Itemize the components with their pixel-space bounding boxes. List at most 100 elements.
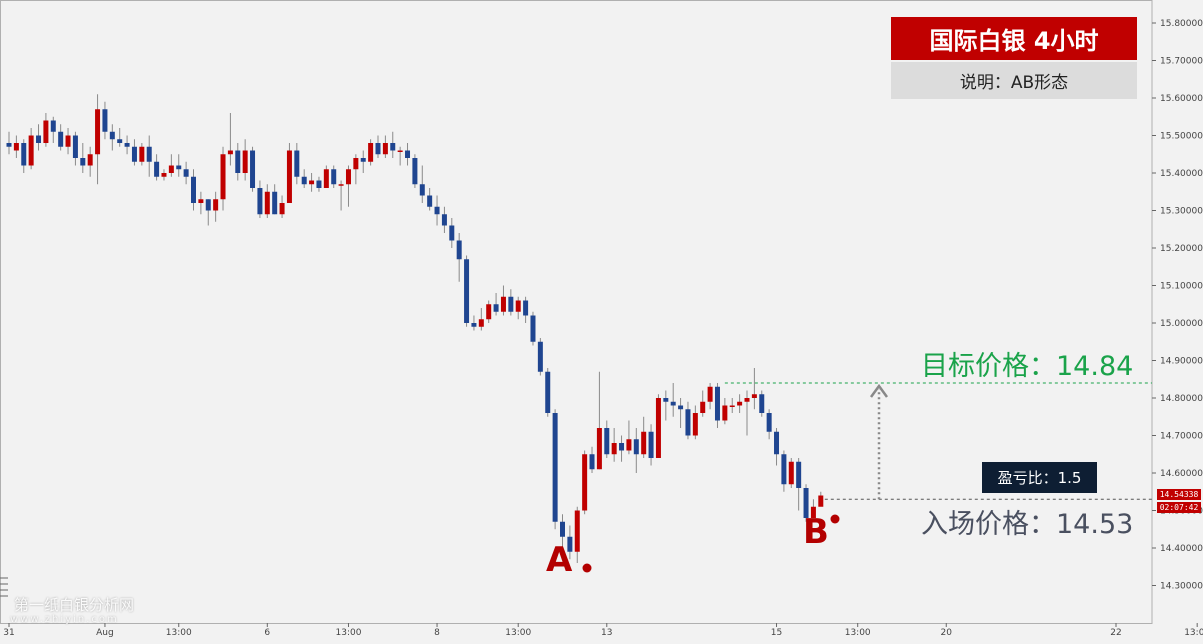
bull-candle [788,461,794,485]
bear-candle [235,150,241,173]
bull-candle [751,394,757,398]
bear-candle [523,300,529,316]
bear-candle [766,413,772,432]
entry-price-label: 入场价格：14.53 [921,509,1134,540]
y-tick-label: 14.80000 [1160,394,1203,404]
bull-candle [700,401,706,413]
bear-candle [685,409,691,436]
bear-candle [154,161,160,177]
bear-candle [604,428,610,455]
bear-candle [796,461,802,488]
bull-candle [744,398,750,402]
y-tick-label: 14.90000 [1160,357,1203,367]
bear-candle [257,188,263,215]
y-tick-label: 15.60000 [1160,94,1203,104]
x-tick-label: 15 [771,628,782,638]
bull-candle [397,150,403,152]
bull-candle [95,109,101,155]
bull-candle [13,143,19,151]
bear-candle [530,315,536,342]
bear-candle [471,323,477,327]
bear-candle [781,454,787,485]
risk-reward-badge: 盈亏比：1.5 [982,462,1097,493]
bear-candle [456,240,462,260]
bull-candle [323,169,329,188]
y-tick-label: 15.80000 [1160,19,1203,29]
y-tick-label: 14.40000 [1160,544,1203,554]
bear-candle [272,191,278,215]
bear-candle [183,169,189,177]
y-tick-label: 14.60000 [1160,469,1203,479]
bull-candle [611,443,617,455]
bear-candle [589,454,595,470]
watermark-url: www.zhiyin.com [10,614,119,625]
y-tick-label: 15.00000 [1160,319,1203,329]
point-a-marker [582,563,592,573]
bear-candle [714,386,720,421]
bear-candle [205,199,211,211]
bear-candle [663,398,669,402]
bear-candle [294,150,300,177]
bull-candle [626,439,632,451]
bull-candle [227,150,233,155]
x-tick-label: 13:00 [1184,628,1203,638]
y-tick-label: 14.30000 [1160,582,1203,592]
bull-candle [43,120,49,143]
bear-candle [109,131,115,140]
bear-candle [124,143,130,147]
bear-candle [176,165,182,170]
bear-candle [537,341,543,372]
bear-candle [301,176,307,185]
y-tick-label: 15.40000 [1160,169,1203,179]
bull-candle [722,405,728,421]
bull-candle [641,431,647,455]
bull-candle [382,143,388,155]
bear-candle [331,169,337,185]
bull-candle [338,184,344,186]
bear-candle [670,401,676,406]
bear-candle [552,413,558,522]
bull-candle [478,319,484,327]
bull-candle [818,495,824,507]
bull-candle [810,506,816,518]
target-price-label: 目标价格：14.84 [921,351,1134,382]
bear-candle [131,146,137,162]
bull-candle [65,135,71,147]
current-price-tag: 14.54338 [1157,489,1201,500]
point-b-marker [830,514,840,524]
bear-candle [678,405,684,410]
y-tick-label: 15.30000 [1160,207,1203,217]
y-tick-label: 15.20000 [1160,244,1203,254]
x-tick-label: 13:00 [845,628,871,638]
bear-candle [619,443,625,451]
bull-candle [353,158,359,170]
bear-candle [441,214,447,226]
chart-subtitle: 说明：AB形态 [891,62,1137,99]
y-tick-label: 15.10000 [1160,282,1203,292]
bear-candle [508,296,514,312]
bull-candle [582,454,588,511]
bear-candle [449,225,455,241]
point-a-label: A [546,540,573,580]
bear-candle [648,431,654,458]
bull-candle [345,169,351,185]
bull-candle [596,428,602,470]
bull-candle [692,413,698,436]
x-tick-label: 31 [3,628,14,638]
x-tick-label: 13 [601,628,612,638]
bear-candle [146,146,152,162]
point-b-label: B [803,512,829,552]
bear-candle [759,394,765,413]
candle-layer [6,94,824,563]
plot-frame [0,0,1153,624]
bull-candle [286,150,292,203]
bear-candle [434,206,440,215]
bull-candle [161,173,167,177]
bear-candle [316,180,322,188]
bear-candle [427,195,433,207]
x-tick-label: 13:00 [505,628,531,638]
y-tick-label: 15.70000 [1160,57,1203,67]
